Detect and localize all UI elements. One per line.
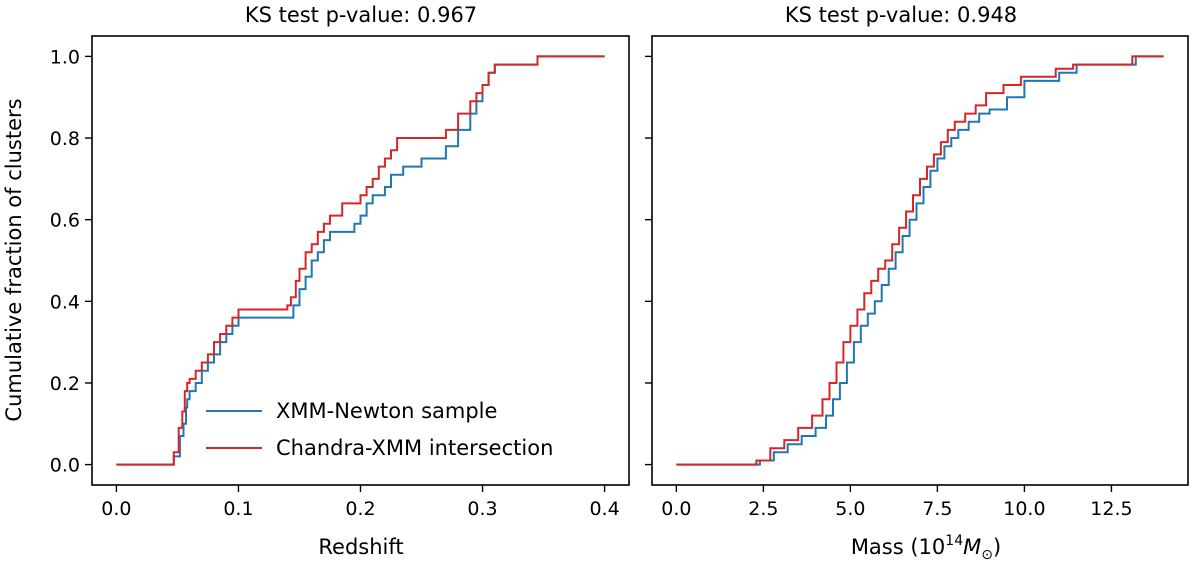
redshift-axis-ticks: 0.0 0.1 0.2 0.3 0.4 0.0 0.2 0.4 0.6 0.8 1.0 <box>50 46 620 520</box>
redshift-plot-frame <box>91 35 630 486</box>
legend-label-chandra: Chandra-XMM intersection <box>276 436 553 460</box>
mass-x-tick-label: 0.0 <box>661 498 691 520</box>
redshift-series-chandra-xmm <box>116 55 605 466</box>
redshift-y-tick-label: 0.2 <box>50 373 80 395</box>
redshift-y-tick-label: 1.0 <box>50 46 80 68</box>
mass-x-tick-label: 7.5 <box>922 498 952 520</box>
y-axis-label: Cumulative fraction of clusters <box>2 98 26 421</box>
redshift-x-tick-label: 0.3 <box>467 498 497 520</box>
mass-x-tick-label: 10.0 <box>1003 498 1045 520</box>
redshift-y-tick-label: 0.6 <box>50 210 80 232</box>
mass-series-chandra-xmm <box>676 55 1164 466</box>
mass-series-xmm-newton <box>676 55 1164 466</box>
redshift-panel-title: KS test p-value: 0.967 <box>245 3 477 27</box>
mass-label-prefix: Mass (10 <box>851 535 945 559</box>
legend: XMM-Newton sample Chandra-XMM intersecti… <box>206 399 553 460</box>
mass-x-tick-label: 5.0 <box>835 498 865 520</box>
mass-panel: KS test p-value: 0.948 0.0 2.5 5.0 7.5 10.0 1… <box>645 3 1189 563</box>
mass-series-group <box>676 55 1164 466</box>
redshift-series-xmm-newton <box>116 55 605 466</box>
redshift-x-tick-label: 0.0 <box>101 498 131 520</box>
mass-label-subscript: ⊙ <box>981 547 993 563</box>
redshift-x-tick-label: 0.2 <box>345 498 375 520</box>
mass-label-suffix: ) <box>993 535 1001 559</box>
redshift-x-tick-label: 0.4 <box>589 498 619 520</box>
mass-x-tick-label: 2.5 <box>748 498 778 520</box>
mass-x-axis-label: Mass (1014M⊙) <box>851 533 1001 563</box>
mass-label-exponent: 14 <box>945 533 963 549</box>
redshift-series-group <box>116 55 605 466</box>
redshift-y-tick-label: 0.8 <box>50 128 80 150</box>
redshift-y-tick-label: 0.0 <box>50 455 80 477</box>
mass-axis-ticks: 0.0 2.5 5.0 7.5 10.0 12.5 <box>645 55 1133 520</box>
legend-label-xmm: XMM-Newton sample <box>276 399 497 423</box>
mass-plot-frame <box>651 35 1189 486</box>
mass-label-variable: M <box>963 535 981 559</box>
redshift-x-axis-label: Redshift <box>318 535 403 559</box>
mass-x-tick-label: 12.5 <box>1090 498 1132 520</box>
redshift-panel: KS test p-value: 0.967 0.0 0.1 0.2 0.3 0.40.… <box>2 3 630 559</box>
mass-panel-title: KS test p-value: 0.948 <box>785 3 1017 27</box>
redshift-y-tick-label: 0.4 <box>50 291 80 313</box>
redshift-x-tick-label: 0.1 <box>223 498 253 520</box>
